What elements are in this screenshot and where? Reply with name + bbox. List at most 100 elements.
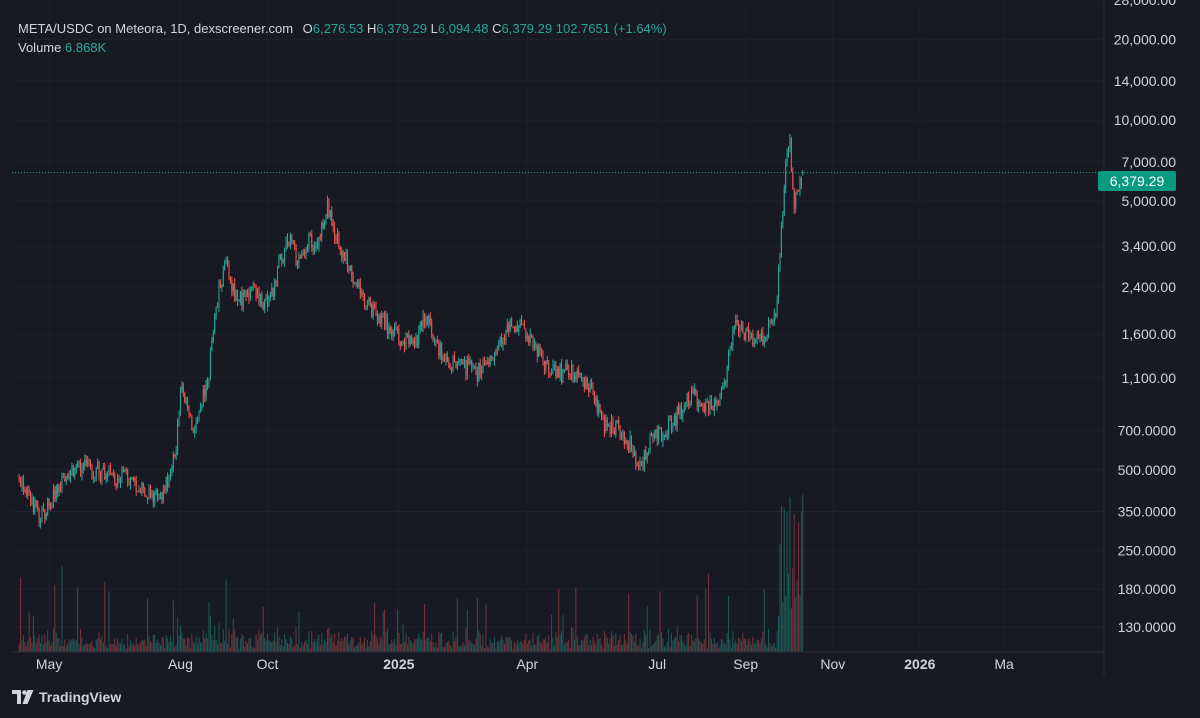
volume-bar bbox=[326, 629, 328, 652]
candle-body bbox=[162, 489, 164, 501]
candle-body bbox=[365, 305, 367, 307]
candle-body bbox=[295, 245, 297, 264]
volume-bar bbox=[149, 641, 151, 652]
volume-bar bbox=[698, 638, 700, 652]
candle-body bbox=[622, 431, 624, 438]
volume-bar bbox=[555, 632, 557, 652]
candle-body bbox=[568, 369, 570, 376]
volume-bar bbox=[409, 640, 411, 652]
candle-body bbox=[151, 492, 153, 495]
candle-body bbox=[235, 289, 237, 301]
volume-bar bbox=[152, 634, 154, 652]
candle-body bbox=[802, 172, 804, 175]
candle-body bbox=[214, 314, 216, 334]
volume-bar bbox=[117, 639, 119, 652]
volume-bar bbox=[726, 632, 728, 652]
candle-body bbox=[531, 333, 533, 336]
volume-bar bbox=[732, 630, 734, 652]
candle-body bbox=[159, 493, 161, 496]
candle-body bbox=[319, 237, 321, 239]
volume-bar bbox=[585, 634, 587, 652]
candle-body bbox=[316, 242, 318, 249]
volume-bar bbox=[332, 641, 334, 652]
volume-bar bbox=[736, 643, 738, 652]
volume-bar bbox=[35, 643, 37, 652]
volume-bar bbox=[322, 644, 324, 652]
volume-bar bbox=[669, 646, 671, 652]
volume-bar bbox=[362, 641, 364, 652]
volume-bar bbox=[22, 634, 24, 652]
volume-bar bbox=[209, 615, 211, 652]
candle-body bbox=[733, 325, 735, 330]
candle-body bbox=[555, 364, 557, 377]
volume-bar bbox=[525, 634, 527, 652]
volume-bar bbox=[342, 640, 344, 652]
time-tick-label: Nov bbox=[820, 656, 845, 672]
candle-body bbox=[775, 314, 777, 316]
candle-body bbox=[349, 265, 351, 271]
candle-body bbox=[451, 368, 453, 370]
volume-bar bbox=[505, 637, 507, 652]
candle-body bbox=[354, 282, 356, 284]
candle-body bbox=[205, 380, 207, 397]
candle-body bbox=[104, 466, 106, 480]
candle-body bbox=[45, 514, 47, 519]
volume-bar bbox=[249, 637, 251, 652]
volume-bar bbox=[44, 634, 46, 652]
candle-body bbox=[649, 435, 651, 453]
volume-bar bbox=[745, 639, 747, 652]
volume-bar bbox=[228, 628, 230, 652]
volume-bar bbox=[232, 618, 234, 652]
candle-body bbox=[22, 479, 24, 490]
volume-bar bbox=[272, 640, 274, 652]
candle-body bbox=[692, 388, 694, 393]
candle-body bbox=[755, 340, 757, 343]
volume-bar bbox=[483, 647, 485, 652]
volume-bar bbox=[304, 642, 306, 652]
candle-body bbox=[251, 287, 253, 290]
close-label: C bbox=[492, 21, 502, 36]
volume-bar bbox=[802, 494, 804, 652]
volume-bar bbox=[311, 630, 313, 652]
volume-bar bbox=[511, 640, 513, 652]
volume-value: 6.868K bbox=[65, 40, 107, 55]
candle-body bbox=[281, 254, 283, 263]
candle-body bbox=[168, 479, 170, 487]
volume-bar bbox=[214, 625, 216, 652]
candle-body bbox=[72, 465, 74, 476]
candle-body bbox=[182, 385, 184, 394]
candle-body bbox=[87, 461, 89, 464]
volume-bar bbox=[713, 638, 715, 652]
time-axis[interactable]: May Aug Oct 2025 Apr Jul Sep Nov 2026 Ma bbox=[36, 656, 1014, 672]
candle-body bbox=[188, 408, 190, 416]
candle-body bbox=[164, 489, 166, 491]
volume-bar bbox=[486, 646, 488, 652]
volume-bar bbox=[75, 639, 77, 652]
volume-bar bbox=[515, 644, 517, 652]
candle-body bbox=[725, 382, 727, 384]
candle-body bbox=[135, 480, 137, 492]
candle-body bbox=[285, 238, 287, 249]
candle-body bbox=[187, 400, 189, 409]
candle-body bbox=[321, 223, 323, 238]
tradingview-brand[interactable]: TradingView bbox=[12, 689, 121, 705]
volume-bar bbox=[61, 566, 63, 652]
volume-bar bbox=[167, 638, 169, 652]
price-axis[interactable]: 28,000.00 20,000.00 14,000.00 10,000.00 7,00… bbox=[1114, 0, 1177, 635]
volume-bar bbox=[789, 497, 791, 652]
volume-bar bbox=[100, 638, 102, 652]
candle-body bbox=[291, 236, 293, 242]
candle-body bbox=[589, 383, 591, 393]
candle-body bbox=[488, 362, 490, 365]
volume-bar bbox=[752, 636, 754, 652]
candles bbox=[18, 133, 804, 529]
volume-bar bbox=[481, 645, 483, 652]
candle-body bbox=[476, 372, 478, 382]
candle-body bbox=[672, 424, 674, 429]
volume-bar bbox=[800, 511, 802, 652]
volume-bar bbox=[601, 644, 603, 652]
volume-bar bbox=[479, 633, 481, 652]
volume-bar bbox=[231, 634, 233, 652]
candle-body bbox=[762, 331, 764, 344]
